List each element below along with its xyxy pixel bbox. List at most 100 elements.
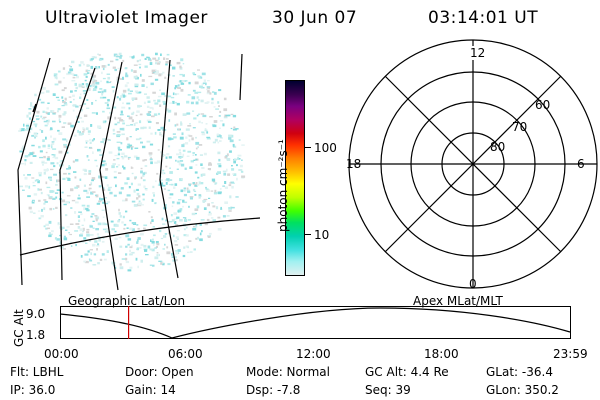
uv-dot (209, 92, 212, 95)
uv-dot (211, 202, 214, 204)
uv-dot (208, 232, 212, 235)
uv-dot (68, 232, 70, 234)
uv-dot (150, 221, 152, 225)
uv-dot (47, 144, 51, 148)
uv-dot (79, 96, 82, 99)
uv-dot (51, 154, 54, 156)
uv-dot (49, 207, 52, 211)
uv-dot (55, 183, 58, 186)
lat-label-80: 80 (490, 140, 506, 154)
uv-dot (26, 114, 29, 118)
uv-dot (121, 156, 125, 160)
uv-dot (140, 259, 143, 263)
uv-dot (175, 250, 178, 252)
uv-dot (135, 257, 138, 261)
uv-dot (199, 238, 203, 242)
uv-dot (182, 143, 186, 145)
uv-dot (55, 206, 58, 209)
uv-dot (129, 136, 132, 138)
uv-dot (47, 147, 51, 149)
uv-dot (40, 215, 44, 218)
uv-dot (116, 131, 121, 133)
uv-dot (101, 209, 105, 211)
uv-dot (126, 194, 131, 197)
uv-dot (119, 113, 124, 116)
uv-dot (92, 151, 94, 154)
uv-dot (62, 138, 67, 141)
uv-dot (199, 154, 203, 156)
uv-dot (127, 115, 130, 117)
uv-dot (150, 132, 153, 135)
uv-dot (83, 189, 88, 192)
uv-dot (196, 236, 199, 240)
uv-dot (181, 80, 185, 83)
uv-dot (178, 80, 181, 83)
uv-dot (127, 269, 132, 272)
status-glat: GLat: -36.4 (486, 365, 553, 379)
uv-dot (150, 82, 154, 86)
uv-dot (43, 162, 48, 164)
uv-dot (104, 223, 108, 226)
uv-dot (187, 134, 191, 136)
uv-dot (64, 97, 67, 101)
uv-dot (204, 102, 209, 104)
uv-dot (224, 186, 228, 189)
uv-dot (116, 56, 120, 58)
uv-dot (178, 199, 182, 201)
uv-dot (194, 208, 199, 211)
uv-dot (156, 62, 161, 65)
uv-dot (147, 100, 151, 103)
uv-dot (102, 188, 106, 191)
uv-dot (91, 139, 94, 142)
uv-dot (119, 56, 122, 59)
uv-dot (52, 197, 56, 200)
uv-dot (131, 112, 134, 115)
uv-dot (154, 161, 158, 164)
uv-dot (122, 76, 124, 80)
uv-dot (63, 172, 67, 175)
uv-dot (101, 93, 104, 96)
uv-dot (184, 167, 187, 170)
uv-dot (217, 171, 221, 174)
uv-dot (48, 234, 52, 238)
uv-dot (228, 136, 232, 140)
uv-dot (158, 260, 163, 262)
uv-dot (156, 242, 160, 246)
uv-dot (198, 99, 200, 101)
uv-dot (169, 193, 174, 196)
uv-dot (48, 220, 52, 224)
uv-dot (176, 153, 180, 156)
uv-dot (110, 220, 114, 223)
uv-dot (186, 100, 190, 104)
uv-dot (103, 162, 107, 166)
uv-dot (226, 168, 228, 172)
uv-dot (126, 177, 130, 180)
uv-dot (172, 133, 176, 135)
uv-dot (108, 81, 111, 84)
uv-dot (103, 89, 107, 93)
uv-dot (140, 243, 144, 247)
uv-dot (214, 182, 218, 184)
uv-dot (58, 150, 63, 154)
uv-dot (105, 168, 109, 171)
uv-dot (187, 219, 191, 221)
uv-dot (202, 82, 207, 84)
uv-dot (119, 263, 122, 266)
uv-dot (95, 218, 98, 222)
uv-dot (129, 249, 131, 253)
uv-dot (113, 194, 117, 197)
uv-dot (147, 57, 151, 61)
uv-dot (62, 67, 66, 70)
uv-dot (85, 127, 89, 130)
uv-dot (173, 136, 177, 139)
uv-dot (139, 59, 141, 62)
uv-dot (117, 67, 122, 70)
uv-dot (94, 66, 98, 69)
uv-dot (45, 112, 49, 115)
uv-dot (69, 70, 73, 74)
uv-dot (163, 235, 167, 238)
uv-dot (129, 266, 133, 269)
uv-dot (133, 204, 138, 207)
uv-dot (183, 234, 187, 237)
uv-dot (140, 73, 142, 77)
